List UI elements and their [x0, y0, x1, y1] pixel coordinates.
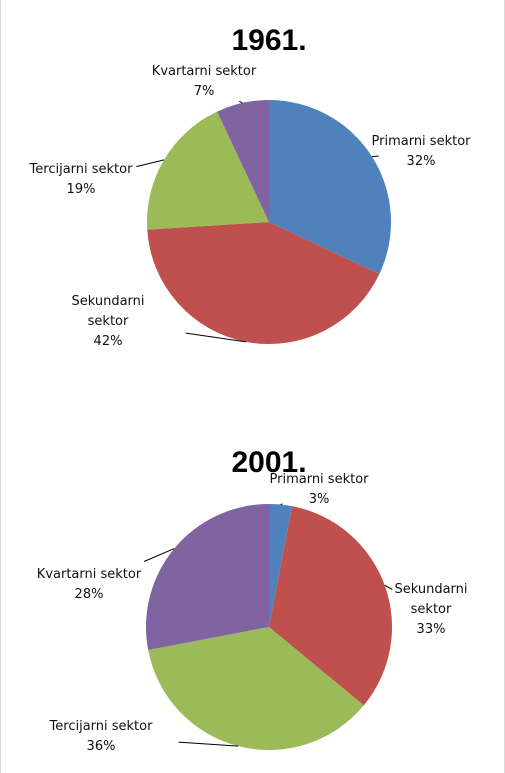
leader-line [371, 155, 379, 158]
leader-line [136, 159, 165, 168]
data-label: Kvartarni sektor 28% [9, 565, 169, 605]
label-value: 28% [74, 587, 104, 602]
label-value: 42% [93, 334, 123, 349]
data-label: Tercijarni sektor 19% [1, 160, 161, 200]
pie-slice [269, 100, 391, 274]
data-label: Primarni sektor 3% [239, 470, 399, 510]
data-label: Sekundarni sektor 33% [386, 580, 476, 640]
data-label: Sekundarni sektor 42% [63, 292, 153, 352]
leader-line [185, 332, 247, 343]
pie-slice [147, 222, 380, 344]
data-label: Tercijarni sektor 36% [21, 717, 181, 757]
chart-title: 1961. [231, 24, 306, 57]
pie-slice [269, 504, 293, 627]
label-category: Sekundarni sektor [394, 582, 468, 617]
label-value: 36% [86, 739, 116, 754]
pie-slice [145, 504, 269, 651]
pie-slice [217, 100, 269, 222]
pie-slice [269, 506, 393, 706]
pie-slice [148, 627, 364, 750]
label-value: 32% [406, 154, 436, 169]
label-category: Tercijarni sektor [29, 162, 133, 177]
chart-title: 2001. [231, 446, 306, 479]
label-category: Primarni sektor [269, 472, 369, 487]
leader-line [143, 548, 175, 562]
label-value: 7% [193, 84, 215, 99]
leader-line [239, 100, 243, 104]
pie-slice [147, 111, 269, 230]
label-category: Kvartarni sektor [36, 567, 142, 582]
label-value: 3% [308, 492, 330, 507]
data-label: Kvartarni sektor 7% [124, 62, 284, 102]
leader-line [178, 741, 239, 747]
leader-line [384, 584, 393, 590]
label-category: Sekundarni sektor [71, 294, 145, 329]
leader-line [280, 503, 283, 506]
label-category: Tercijarni sektor [49, 719, 153, 734]
label-category: Primarni sektor [371, 134, 471, 149]
label-value: 19% [66, 182, 96, 197]
label-category: Kvartarni sektor [151, 64, 257, 79]
data-label: Primarni sektor 32% [341, 132, 501, 172]
label-value: 33% [416, 622, 446, 637]
